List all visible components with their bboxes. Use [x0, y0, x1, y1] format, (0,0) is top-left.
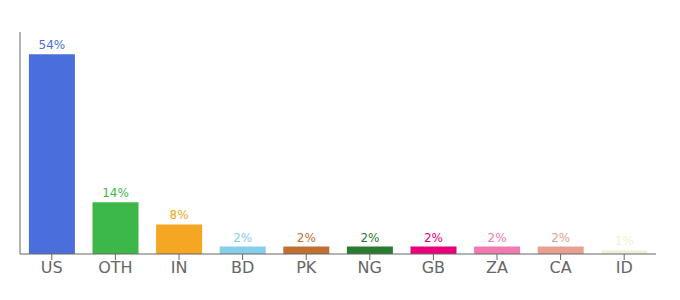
- svg-text:GB: GB: [422, 258, 445, 277]
- svg-text:IN: IN: [171, 258, 188, 277]
- svg-text:ID: ID: [616, 258, 633, 277]
- svg-text:US: US: [41, 258, 63, 277]
- svg-text:PK: PK: [296, 258, 317, 277]
- svg-text:1%: 1%: [615, 234, 634, 248]
- svg-text:2%: 2%: [233, 231, 252, 245]
- svg-text:ZA: ZA: [486, 258, 508, 277]
- svg-text:2%: 2%: [551, 231, 570, 245]
- svg-text:OTH: OTH: [98, 258, 132, 277]
- svg-text:BD: BD: [231, 258, 254, 277]
- svg-text:54%: 54%: [39, 38, 66, 52]
- svg-text:2%: 2%: [424, 231, 443, 245]
- svg-text:CA: CA: [550, 258, 572, 277]
- svg-text:2%: 2%: [360, 231, 379, 245]
- svg-text:2%: 2%: [488, 231, 507, 245]
- svg-text:2%: 2%: [297, 231, 316, 245]
- svg-text:NG: NG: [358, 258, 382, 277]
- svg-text:14%: 14%: [102, 186, 129, 200]
- svg-text:8%: 8%: [170, 208, 189, 222]
